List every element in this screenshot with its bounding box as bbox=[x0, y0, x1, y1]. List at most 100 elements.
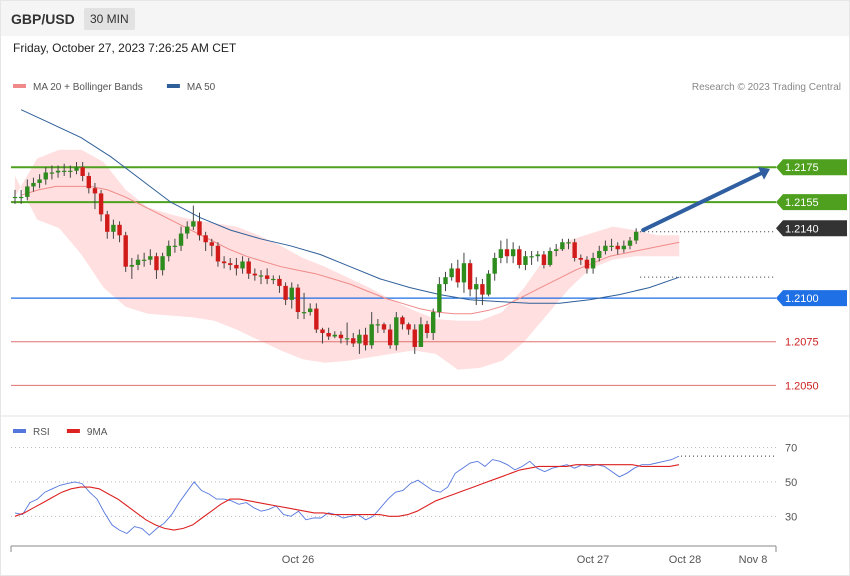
candle-body bbox=[369, 324, 374, 346]
candle-body bbox=[381, 324, 387, 330]
candle-body bbox=[25, 186, 30, 197]
candle-body bbox=[578, 257, 583, 260]
candle-body bbox=[455, 268, 460, 283]
candle-body bbox=[252, 273, 258, 276]
candle-body bbox=[31, 182, 36, 187]
candle-body bbox=[609, 245, 614, 247]
candle-body bbox=[92, 188, 98, 194]
candle-body bbox=[320, 329, 325, 333]
candle-body bbox=[615, 245, 620, 250]
candle-body bbox=[123, 235, 128, 267]
bollinger-band bbox=[15, 149, 680, 370]
candle-body bbox=[166, 245, 171, 257]
candle-body bbox=[148, 256, 153, 260]
candle-body bbox=[283, 285, 288, 300]
candle-body bbox=[178, 233, 184, 246]
candle-body bbox=[228, 263, 233, 265]
rsi-tick-label: 70 bbox=[785, 443, 797, 455]
candle-body bbox=[191, 221, 196, 227]
candle-body bbox=[449, 268, 454, 278]
timeframe-badge[interactable]: 30 MIN bbox=[84, 8, 135, 30]
candle-body bbox=[49, 172, 55, 174]
level-label: 1.2155 bbox=[785, 197, 819, 209]
candle-body bbox=[486, 273, 491, 295]
candle-body bbox=[301, 312, 307, 314]
candle-body bbox=[185, 226, 190, 234]
candle-body bbox=[308, 308, 313, 313]
x-tick-label: Oct 26 bbox=[282, 554, 314, 566]
candle-body bbox=[111, 224, 116, 232]
candle-body bbox=[406, 324, 411, 330]
candle-body bbox=[160, 256, 165, 271]
candle-body bbox=[12, 196, 18, 199]
forecast-arrow-head bbox=[757, 167, 770, 180]
rsi-tick-label: 30 bbox=[785, 511, 797, 523]
candle-body bbox=[418, 324, 424, 347]
candle-body bbox=[510, 249, 516, 257]
candle-body bbox=[633, 231, 639, 241]
rsi-series-9ma bbox=[14, 464, 680, 531]
candle-body bbox=[627, 240, 633, 246]
date-line: Friday, October 27, 2023 7:26:25 AM CET bbox=[13, 41, 237, 55]
candle-body bbox=[129, 264, 135, 267]
candle-body bbox=[154, 256, 159, 271]
candle-body bbox=[467, 263, 473, 290]
symbol-title: GBP/USD bbox=[11, 11, 75, 27]
candle-body bbox=[141, 259, 147, 261]
candle-body bbox=[43, 172, 48, 180]
level-tag bbox=[776, 159, 847, 176]
candle-body bbox=[424, 324, 430, 333]
level-label: 1.2075 bbox=[785, 337, 819, 349]
ma20-line bbox=[20, 185, 680, 315]
legend-label: MA 20 + Bollinger Bands bbox=[33, 82, 143, 93]
candle-body bbox=[547, 250, 553, 265]
candle-body bbox=[437, 284, 442, 313]
forecast-arrow bbox=[641, 171, 763, 233]
x-tick-label: Oct 27 bbox=[577, 554, 609, 566]
candle-body bbox=[387, 329, 393, 346]
candle-body bbox=[443, 277, 448, 285]
candle-body bbox=[86, 175, 91, 189]
legend-swatch bbox=[13, 84, 26, 88]
legend-label: RSI bbox=[33, 427, 50, 438]
candle-body bbox=[246, 261, 251, 274]
candle-body bbox=[18, 196, 24, 199]
candle-body bbox=[560, 242, 565, 250]
candle-body bbox=[314, 308, 319, 330]
level-tag bbox=[776, 290, 847, 307]
candle-body bbox=[105, 214, 110, 232]
candle-body bbox=[375, 324, 381, 326]
candle-body bbox=[541, 254, 547, 265]
candle-body bbox=[535, 254, 540, 257]
candle-body bbox=[203, 235, 208, 243]
candle-body bbox=[474, 284, 479, 290]
legend-swatch bbox=[166, 84, 180, 88]
x-tick-label: Oct 28 bbox=[669, 554, 701, 566]
candle-body bbox=[338, 334, 344, 339]
candle-body bbox=[74, 167, 79, 171]
candle-body bbox=[117, 224, 122, 236]
candle-body bbox=[221, 261, 227, 264]
candle-body bbox=[566, 242, 571, 244]
candle-body bbox=[326, 332, 331, 337]
candle-body bbox=[344, 338, 350, 340]
candle-body bbox=[412, 329, 417, 347]
candle-body bbox=[584, 259, 590, 269]
candle-body bbox=[234, 264, 239, 269]
candle-body bbox=[55, 170, 61, 173]
candle-body bbox=[80, 167, 85, 176]
legend-swatch bbox=[66, 429, 80, 433]
candle-body bbox=[363, 334, 368, 346]
candle-body bbox=[172, 245, 178, 247]
level-label: 1.2175 bbox=[785, 162, 819, 174]
candle-body bbox=[603, 245, 608, 251]
credit-text: Research © 2023 Trading Central bbox=[692, 82, 841, 93]
candle-body bbox=[572, 242, 577, 258]
rsi-tick-label: 50 bbox=[785, 477, 797, 489]
candle-body bbox=[431, 312, 436, 333]
legend-label: 9MA bbox=[87, 427, 108, 438]
candle-body bbox=[498, 249, 504, 258]
candle-body bbox=[209, 242, 214, 246]
candle-body bbox=[68, 170, 73, 172]
candle-body bbox=[98, 193, 104, 215]
